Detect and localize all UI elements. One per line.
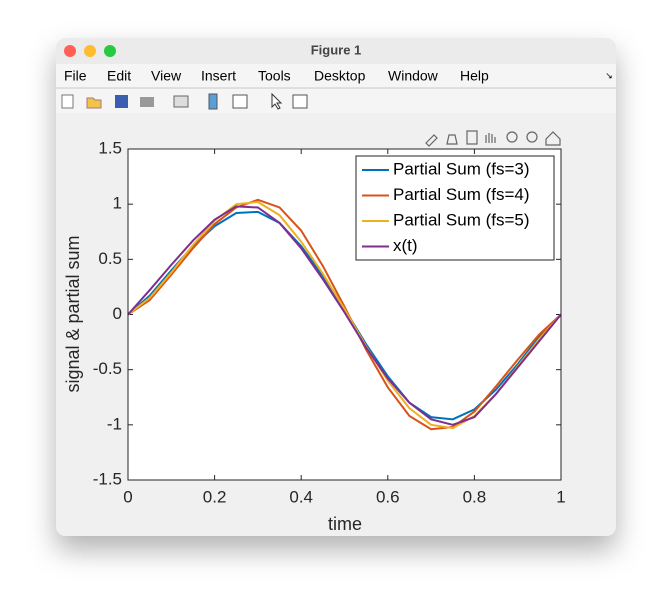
close-button[interactable] (64, 45, 76, 57)
y-tick-label: 0 (113, 304, 122, 323)
menu: File Edit View Insert Tools Desktop Window Help (64, 68, 489, 84)
menu-item[interactable]: Tools (258, 68, 291, 84)
y-axis-label: signal & partial sum (63, 235, 83, 392)
window-title: Figure 1 (311, 42, 362, 57)
open-icon[interactable] (86, 97, 102, 109)
pointer-icon[interactable] (271, 92, 283, 110)
new-icon[interactable] (61, 94, 74, 109)
y-tick-label: 0.5 (98, 249, 122, 268)
chart: 0 0.2 0.4 0.6 0.8 1 -1.5 -1 -0.5 0 0.5 1 1.5 Partial … (93, 138, 566, 506)
x-axis-label: time (328, 514, 362, 534)
legend-label: x(t) (393, 236, 418, 255)
x-tick-label: 1 (556, 487, 565, 506)
zoom-out-icon[interactable] (526, 131, 538, 143)
x-tick-label: 0.4 (289, 487, 313, 506)
pan-icon[interactable] (485, 133, 496, 143)
title-bar (56, 38, 616, 64)
data-tip-icon[interactable] (466, 130, 478, 145)
axes-box (127, 148, 562, 481)
menu-bar (56, 64, 616, 88)
x-tick-label: 0.2 (203, 487, 227, 506)
menu-arrow[interactable]: ↘ (605, 70, 613, 80)
edit-icon[interactable] (425, 134, 438, 147)
brush-icon[interactable] (446, 134, 458, 145)
zoom-button[interactable] (104, 45, 116, 57)
zoom-in-icon[interactable] (506, 131, 518, 143)
x-tick-label: 0.8 (463, 487, 487, 506)
axes-toolbar (425, 130, 561, 147)
legend-label: Partial Sum (fs=3) (393, 159, 530, 178)
menu-item[interactable]: Edit (107, 68, 131, 84)
link-icon[interactable] (173, 95, 189, 108)
menu-item[interactable]: Desktop (314, 68, 366, 84)
x-tick-label: 0 (123, 487, 132, 506)
legend (355, 155, 555, 261)
legend-icon[interactable] (232, 94, 248, 109)
home-icon[interactable] (545, 131, 561, 146)
toolbar-icons (61, 92, 308, 110)
menu-item[interactable]: View (151, 68, 182, 84)
x-tick-label: 0.6 (376, 487, 400, 506)
menu-item[interactable]: Insert (201, 68, 236, 84)
series-line (127, 205, 562, 426)
y-tick-label: -1 (107, 414, 122, 433)
menu-item[interactable]: Help (460, 68, 489, 84)
y-tick-label: 1.5 (98, 138, 122, 157)
menu-item[interactable]: Window (388, 68, 439, 84)
minimize-button[interactable] (84, 45, 96, 57)
series-line (127, 198, 562, 431)
inspector-icon[interactable] (292, 94, 308, 109)
menu-item[interactable]: File (64, 68, 87, 84)
colorbar-icon[interactable] (208, 93, 218, 110)
y-tick-label: -1.5 (93, 469, 122, 488)
save-icon[interactable] (115, 95, 128, 108)
y-tick-label: 1 (113, 194, 122, 213)
print-icon[interactable] (140, 97, 154, 107)
y-tick-label: -0.5 (93, 359, 122, 378)
legend-label: Partial Sum (fs=5) (393, 210, 530, 229)
legend-label: Partial Sum (fs=4) (393, 185, 530, 204)
